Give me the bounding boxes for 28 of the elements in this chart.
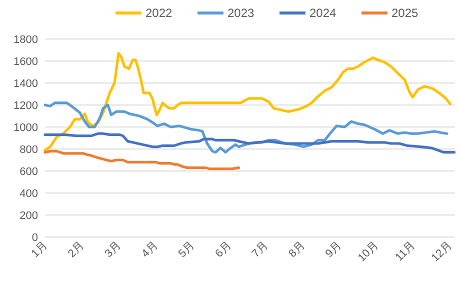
- y-tick-label: 1200: [14, 100, 38, 112]
- x-tick-label: 4月: [140, 239, 160, 260]
- y-tick-label: 1000: [14, 122, 38, 134]
- y-tick-label: 1800: [14, 34, 38, 46]
- x-tick-label: 6月: [213, 239, 234, 260]
- legend-label: 2022: [146, 6, 173, 20]
- y-tick-label: 800: [20, 144, 38, 156]
- y-tick-label: 200: [20, 210, 38, 222]
- x-tick-label: 8月: [286, 239, 308, 260]
- legend-label: 2025: [392, 6, 419, 20]
- x-tick-label: 3月: [102, 239, 124, 260]
- x-tick-label: 10月: [356, 239, 381, 264]
- line-series: [44, 150, 240, 170]
- x-tick-label: 7月: [250, 239, 270, 260]
- line-series: [44, 52, 452, 152]
- legend-label: 2023: [228, 6, 255, 20]
- x-tick-label: 11月: [393, 239, 418, 264]
- y-tick-label: 400: [20, 188, 38, 200]
- y-tick-label: 1400: [14, 78, 38, 90]
- x-tick-label: 9月: [323, 239, 344, 260]
- y-tick-label: 0: [32, 232, 38, 244]
- legend-label: 2024: [310, 6, 337, 20]
- x-tick-label: 5月: [176, 239, 197, 260]
- y-tick-label: 600: [20, 166, 38, 178]
- x-tick-label: 12月: [429, 239, 454, 264]
- y-tick-label: 1600: [14, 56, 38, 68]
- x-tick-label: 2月: [66, 239, 87, 260]
- line-series: [44, 132, 456, 154]
